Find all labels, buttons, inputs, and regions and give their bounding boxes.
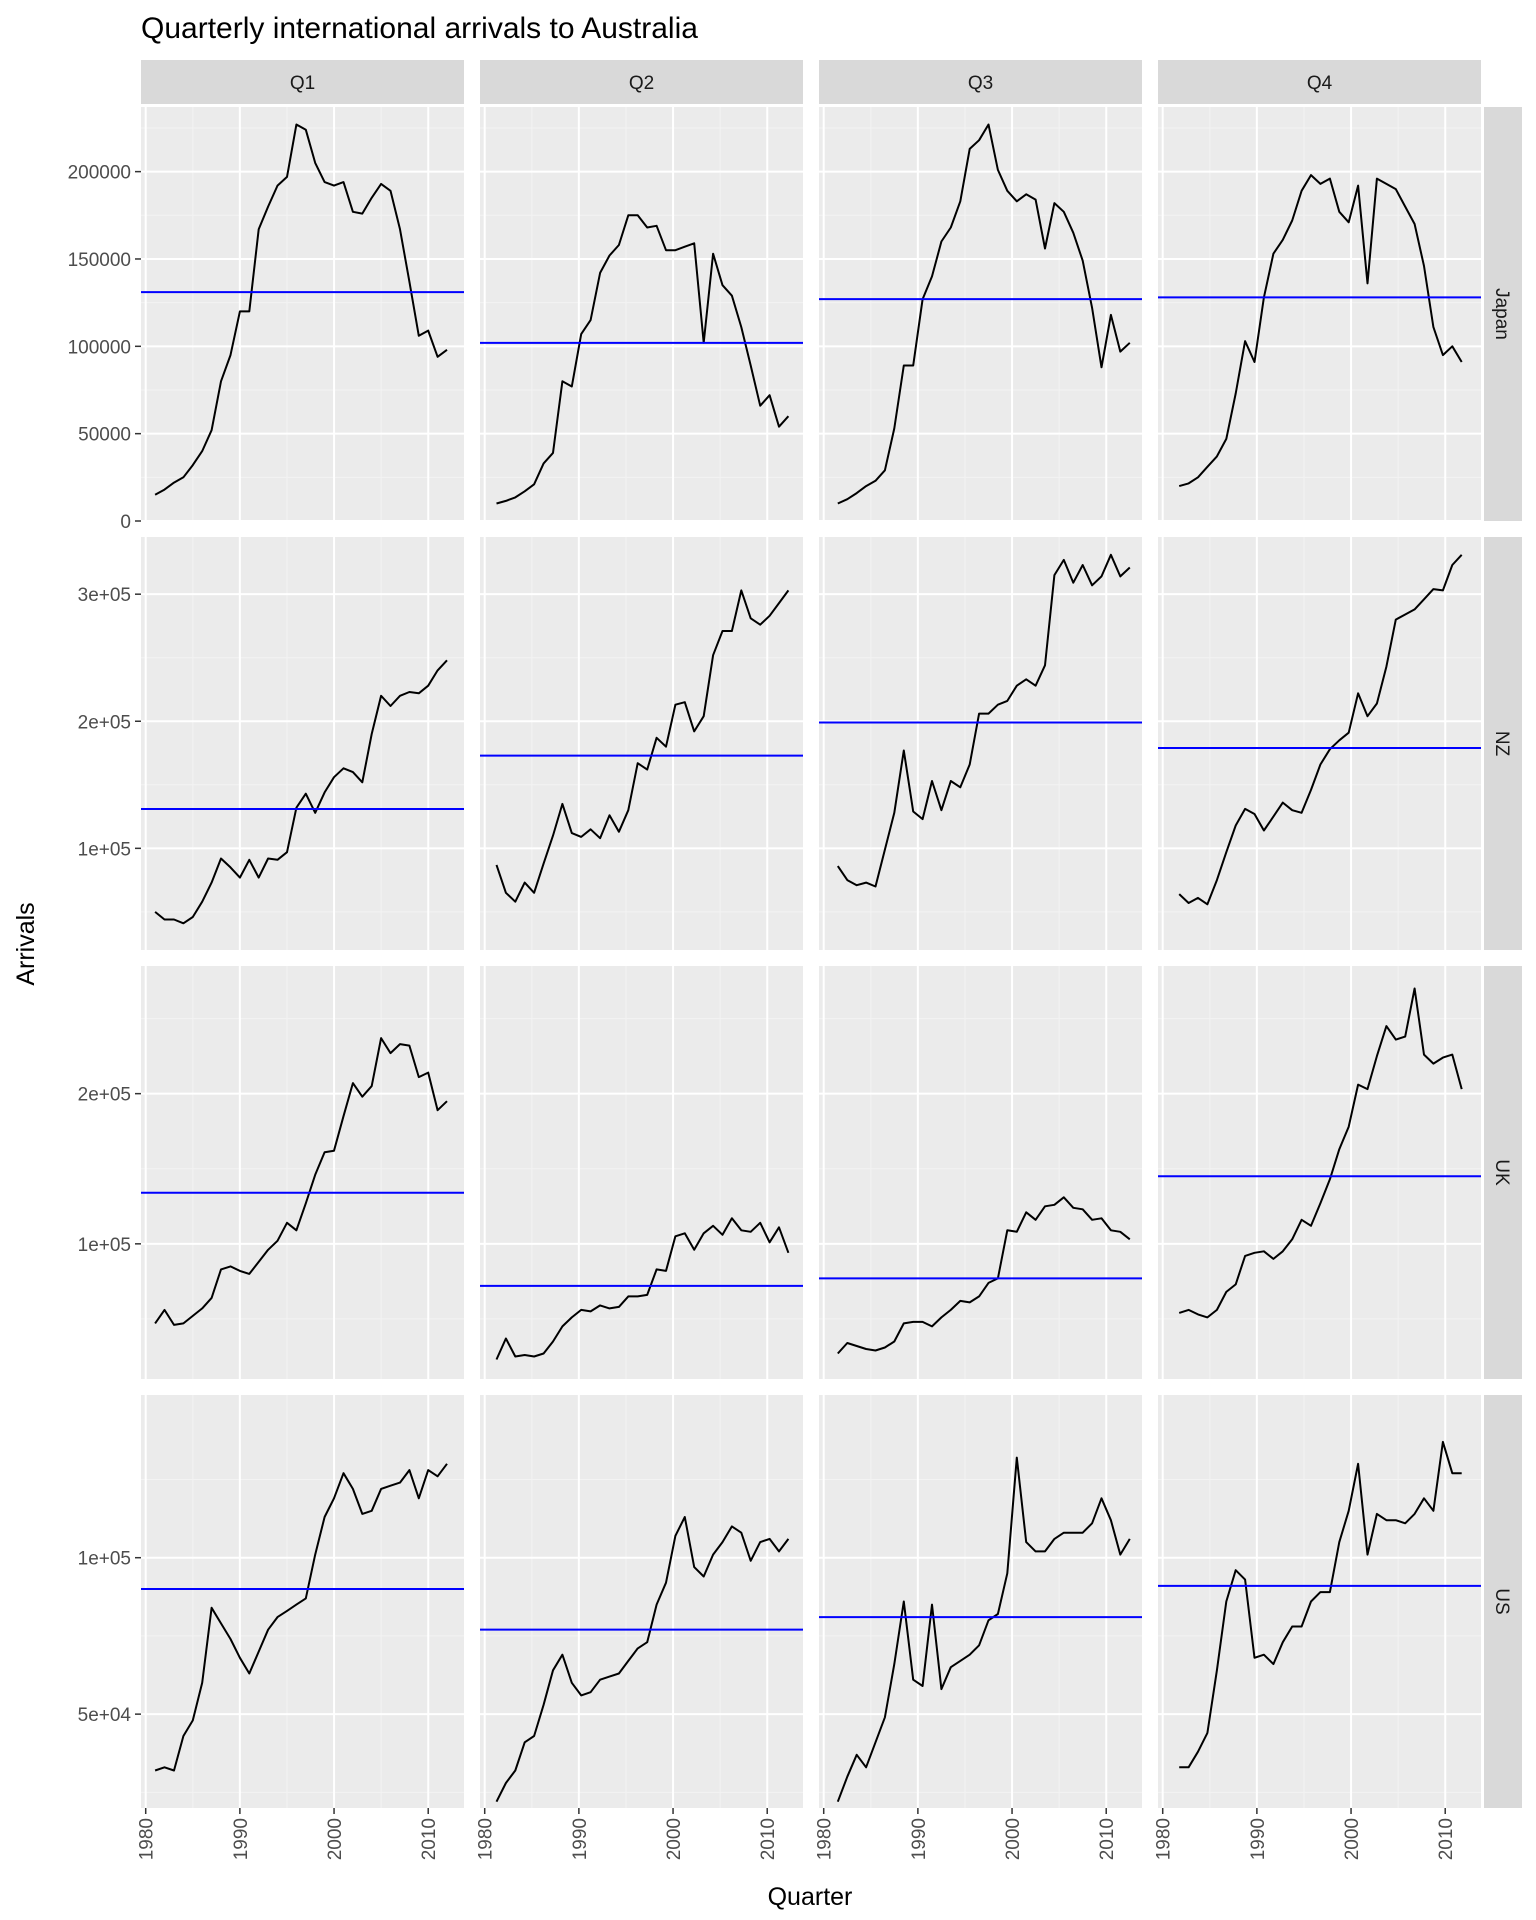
panel-japan-q3 — [819, 107, 1142, 522]
panel-nz-q2 — [480, 537, 803, 950]
x-tick-label: 1980 — [137, 1818, 158, 1860]
series-line — [837, 1196, 1131, 1355]
strip-uk — [1484, 966, 1522, 1379]
series-line — [1179, 1440, 1462, 1769]
panel-background — [1158, 966, 1481, 1379]
panel-us-q3 — [819, 1395, 1142, 1808]
panel-background — [819, 537, 1142, 950]
strip-label-q1: Q1 — [290, 73, 315, 94]
series-line — [496, 214, 790, 505]
panel-uk-q3 — [819, 966, 1142, 1379]
strip-label-uk: UK — [1491, 1159, 1512, 1186]
series-line — [495, 589, 790, 903]
panel-background — [819, 966, 1142, 1379]
series-line — [1178, 987, 1463, 1319]
series-line — [495, 1217, 790, 1360]
strip-label-q4: Q4 — [1307, 73, 1333, 94]
x-tick-label: 2000 — [1003, 1818, 1024, 1860]
y-tick-label: 0 — [120, 512, 131, 533]
x-tick-label: 1990 — [570, 1818, 591, 1860]
strip-label-nz: NZ — [1491, 731, 1512, 757]
y-tick-label: 5e+04 — [78, 1705, 132, 1726]
panel-background — [1158, 107, 1481, 521]
x-tick-label: 1980 — [1154, 1818, 1175, 1860]
strip-q2 — [480, 60, 803, 104]
y-tick-label: 1e+05 — [78, 1235, 131, 1256]
series-line — [154, 123, 448, 496]
strip-label-us: US — [1491, 1588, 1512, 1614]
panel-japan-q2 — [480, 107, 803, 522]
series-line — [837, 123, 1131, 505]
strip-label-q3: Q3 — [968, 73, 993, 94]
strip-japan — [1484, 107, 1522, 521]
strip-us — [1484, 1395, 1522, 1808]
y-tick-label: 3e+05 — [78, 585, 131, 606]
strip-q1 — [141, 60, 464, 104]
panel-background — [1158, 1395, 1481, 1808]
panel-background — [480, 1395, 803, 1808]
x-tick-label: 2000 — [664, 1818, 685, 1860]
panel-uk-q2 — [480, 966, 803, 1379]
series-line — [154, 1463, 448, 1772]
panel-background — [819, 107, 1142, 521]
panel-background — [141, 966, 464, 1379]
panel-background — [480, 966, 803, 1379]
x-tick-label: 1980 — [815, 1818, 836, 1860]
panel-japan-q1 — [141, 107, 464, 522]
series-line — [154, 1037, 448, 1326]
strip-q4 — [1158, 60, 1481, 104]
panel-background — [819, 1395, 1142, 1808]
panel-japan-q4 — [1158, 107, 1481, 522]
panel-nz-q1 — [141, 537, 464, 950]
y-tick-label: 1e+05 — [78, 1549, 131, 1570]
series-line — [154, 659, 448, 925]
panel-background — [141, 537, 464, 950]
series-line — [836, 1456, 1131, 1803]
series-line — [1178, 174, 1463, 488]
panel-background — [141, 107, 464, 521]
chart-title: Quarterly international arrivals to Aust… — [141, 12, 698, 45]
panel-us-q4 — [1158, 1395, 1481, 1808]
panel-background — [480, 537, 803, 950]
x-tick-label: 2000 — [1342, 1818, 1363, 1860]
x-tick-label: 2000 — [325, 1818, 346, 1860]
y-tick-label: 100000 — [68, 337, 131, 358]
y-tick-label: 50000 — [78, 425, 131, 446]
x-tick-label: 2010 — [419, 1818, 440, 1860]
y-tick-label: 200000 — [68, 163, 131, 184]
x-tick-label: 1990 — [231, 1818, 252, 1860]
x-tick-label: 1990 — [1248, 1818, 1269, 1860]
panel-uk-q1 — [141, 966, 464, 1379]
x-tick-label: 2010 — [1436, 1818, 1457, 1860]
panel-nz-q4 — [1158, 537, 1481, 950]
strip-label-q2: Q2 — [629, 73, 654, 94]
x-tick-label: 2010 — [758, 1818, 779, 1860]
y-tick-label: 1e+05 — [78, 839, 131, 860]
panel-nz-q3 — [819, 537, 1142, 950]
x-tick-label: 2010 — [1097, 1818, 1118, 1860]
panel-background — [480, 107, 803, 521]
facet-panels: Q1 Q2 Q3 Q4 Japan NZ UK US 0 50000 100000 150000 200… — [68, 60, 1522, 1860]
strip-label-japan: Japan — [1491, 288, 1512, 340]
strip-q3 — [819, 60, 1142, 104]
x-axis-title: Quarter — [768, 1883, 853, 1911]
y-tick-label: 150000 — [68, 250, 131, 271]
series-line — [495, 1516, 790, 1803]
series-line — [836, 553, 1131, 888]
y-tick-label: 2e+05 — [78, 1085, 131, 1106]
strip-nz — [1484, 537, 1522, 950]
x-tick-label: 1990 — [909, 1818, 930, 1860]
series-line — [1178, 554, 1463, 906]
panel-us-q1 — [141, 1395, 464, 1808]
y-axis-title: Arrivals — [12, 902, 40, 985]
panel-us-q2 — [480, 1395, 803, 1808]
panel-uk-q4 — [1158, 966, 1481, 1379]
x-tick-label: 1980 — [476, 1818, 497, 1860]
y-tick-label: 2e+05 — [78, 712, 131, 733]
panel-background — [1158, 537, 1481, 950]
